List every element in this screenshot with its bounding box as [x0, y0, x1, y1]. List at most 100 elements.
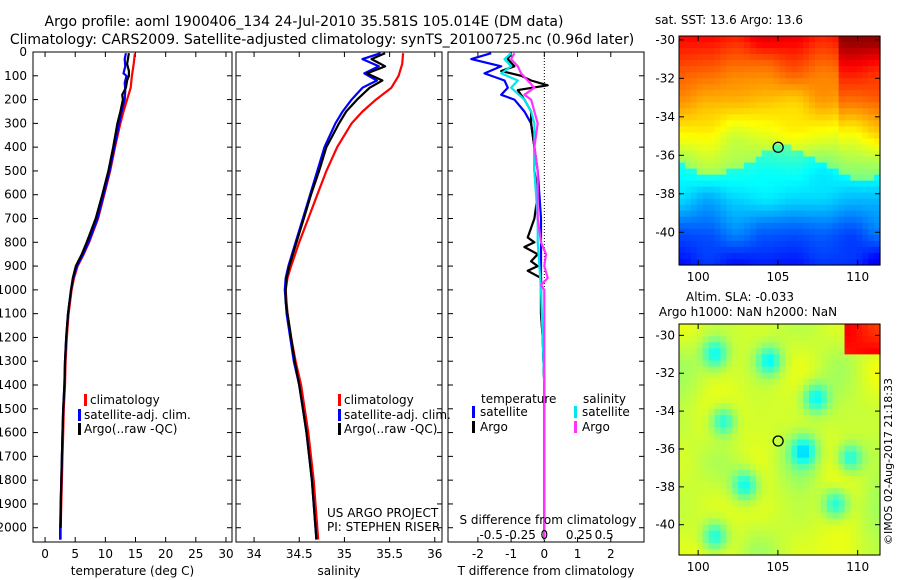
- map-cell: [832, 162, 840, 170]
- map-cell: [696, 240, 704, 248]
- map-cell: [850, 216, 857, 224]
- map-cell: [767, 488, 775, 495]
- map-cell: [856, 198, 863, 206]
- map-cell: [696, 36, 704, 43]
- map-cell: [690, 60, 698, 67]
- map-y-tick-label: -30: [655, 33, 675, 47]
- map-cell: [744, 126, 751, 134]
- map-cell: [696, 54, 704, 61]
- map-cell: [874, 403, 881, 410]
- map-cell: [696, 451, 704, 459]
- map-cell: [874, 366, 881, 374]
- map-cell: [732, 518, 739, 526]
- map-cell: [779, 126, 787, 134]
- map-cell: [874, 138, 881, 146]
- map-cell: [690, 384, 698, 392]
- map-cell: [814, 204, 822, 212]
- map-cell: [838, 42, 846, 49]
- map-cell: [755, 66, 763, 73]
- map-cell: [856, 409, 863, 416]
- map-cell: [838, 475, 846, 483]
- map-cell: [720, 48, 727, 55]
- map-cell: [862, 433, 869, 441]
- map-cell: [820, 439, 828, 447]
- map-cell: [690, 518, 698, 526]
- map-cell: [820, 427, 828, 435]
- map-cell: [690, 258, 698, 266]
- map-cell: [714, 240, 721, 248]
- map-cell: [738, 144, 745, 152]
- map-cell: [779, 427, 787, 435]
- map-cell: [738, 427, 745, 435]
- map-cell: [755, 234, 763, 242]
- map-cell: [708, 222, 716, 230]
- map-cell: [708, 488, 716, 495]
- map-cell: [844, 174, 852, 182]
- map-cell: [856, 102, 863, 109]
- map-cell: [773, 162, 781, 170]
- map-cell: [838, 445, 846, 453]
- map-cell: [679, 102, 686, 109]
- map-cell: [856, 427, 863, 435]
- map-cell: [814, 396, 822, 404]
- map-cell: [767, 192, 775, 200]
- map-cell: [714, 108, 721, 115]
- map-cell: [767, 252, 775, 260]
- map-cell: [850, 126, 857, 134]
- map-cell: [744, 204, 751, 212]
- map-cell: [874, 156, 881, 164]
- map-cell: [809, 396, 816, 404]
- map-cell: [708, 469, 716, 477]
- map-cell: [820, 252, 828, 260]
- map-cell: [684, 366, 692, 374]
- map-cell: [785, 384, 792, 392]
- map-cell: [696, 48, 704, 55]
- map-cell: [726, 421, 733, 428]
- map-cell: [844, 482, 852, 489]
- map-cell: [874, 102, 881, 109]
- map-cell: [726, 186, 733, 194]
- map-cell: [838, 162, 846, 170]
- map-cell: [690, 234, 698, 242]
- map-cell: [838, 524, 846, 532]
- map-cell: [862, 348, 869, 355]
- map-cell: [767, 60, 775, 67]
- map-cell: [844, 258, 852, 266]
- map-cell: [874, 330, 881, 337]
- map-cell: [838, 457, 846, 465]
- map-cell: [868, 108, 875, 115]
- map-cell: [726, 156, 733, 164]
- map-cell: [791, 144, 798, 152]
- map-cell: [690, 162, 698, 170]
- map-cell: [814, 222, 822, 230]
- map-cell: [690, 469, 698, 477]
- map-cell: [832, 204, 840, 212]
- map-cell: [862, 198, 869, 206]
- map-cell: [749, 384, 757, 392]
- map-cell: [720, 174, 727, 182]
- map-cell: [679, 518, 686, 526]
- map-cell: [708, 150, 716, 158]
- map-cell: [874, 488, 881, 495]
- map-cell: [779, 469, 787, 477]
- map-cell: [767, 240, 775, 248]
- map-cell: [809, 48, 816, 55]
- map-cell: [714, 66, 721, 73]
- map-cell: [791, 90, 798, 97]
- map-cell: [761, 512, 769, 520]
- map-y-tick-label: -32: [655, 71, 675, 85]
- map-cell: [767, 439, 775, 447]
- map-cell: [832, 336, 840, 343]
- map-cell: [814, 84, 822, 91]
- map-cell: [779, 360, 787, 368]
- map-cell: [684, 512, 692, 520]
- map-cell: [803, 144, 810, 152]
- map-cell: [791, 156, 798, 164]
- map-cell: [708, 354, 716, 362]
- map-cell: [826, 150, 834, 158]
- map-cell: [785, 126, 792, 134]
- map-cell: [791, 78, 798, 85]
- map-cell: [738, 463, 745, 471]
- map-cell: [684, 542, 692, 550]
- map-cell: [696, 524, 704, 532]
